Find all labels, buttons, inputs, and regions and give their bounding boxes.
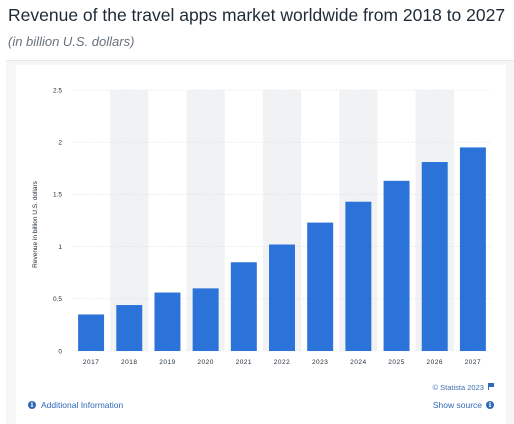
show-source-label: Show source <box>432 400 482 410</box>
show-source-link[interactable]: Show source i <box>433 400 494 410</box>
x-tick-label: 2021 <box>236 359 252 366</box>
info-icon: i <box>486 401 494 409</box>
bar[interactable] <box>421 162 448 351</box>
bars <box>78 147 486 351</box>
bar[interactable] <box>459 147 486 351</box>
x-tick-label: 2020 <box>197 359 213 366</box>
page-subtitle: (in billion U.S. dollars) <box>8 34 135 49</box>
x-axis-ticks: 2017 2018 2019 2020 2021 2022 2023 2024 2025 2026… <box>83 359 481 366</box>
bar[interactable] <box>345 201 372 351</box>
copyright-notice[interactable]: © Statista 2023 <box>433 383 494 392</box>
y-tick-label: 0 <box>58 348 62 355</box>
chart-card: 0 0.5 1 1.5 2 2.5 2017 2018 2019 2020 2021 2022 202… <box>16 65 506 424</box>
x-tick-label: 2022 <box>274 359 290 366</box>
y-tick-label: 0.5 <box>53 296 62 303</box>
y-tick-label: 2.5 <box>53 87 62 94</box>
y-axis-ticks: 0 0.5 1 1.5 2 2.5 <box>53 87 62 355</box>
page-title: Revenue of the travel apps market worldw… <box>8 5 506 25</box>
info-icon: i <box>28 401 36 409</box>
x-tick-label: 2025 <box>388 359 404 366</box>
additional-information-label: Additional Information <box>41 400 124 410</box>
x-tick-label: 2027 <box>465 359 481 366</box>
x-tick-label: 2026 <box>426 359 442 366</box>
y-tick-label: 1 <box>58 244 62 251</box>
bar[interactable] <box>307 222 334 351</box>
x-tick-label: 2019 <box>159 359 175 366</box>
y-tick-label: 2 <box>58 140 62 147</box>
copyright-text: © Statista 2023 <box>432 383 484 392</box>
x-tick-label: 2023 <box>312 359 328 366</box>
bar-chart: 0 0.5 1 1.5 2 2.5 2017 2018 2019 2020 2021 2022 202… <box>32 87 492 366</box>
bar[interactable] <box>383 180 410 351</box>
additional-information-link[interactable]: i Additional Information <box>28 400 123 410</box>
bar[interactable] <box>269 244 295 351</box>
y-tick-label: 1.5 <box>53 192 62 199</box>
bar[interactable] <box>192 288 219 351</box>
flag-icon <box>488 383 494 390</box>
x-tick-label: 2017 <box>83 359 99 366</box>
bar[interactable] <box>116 305 143 351</box>
x-tick-label: 2024 <box>350 359 366 366</box>
bar[interactable] <box>78 314 105 351</box>
y-axis-label: Revenue in billion U.S. dollars <box>32 180 39 267</box>
bar[interactable] <box>230 262 257 351</box>
chart-panel: 0 0.5 1 1.5 2 2.5 2017 2018 2019 2020 2021 2022 202… <box>6 60 514 424</box>
bar[interactable] <box>154 292 181 351</box>
x-tick-label: 2018 <box>121 359 137 366</box>
